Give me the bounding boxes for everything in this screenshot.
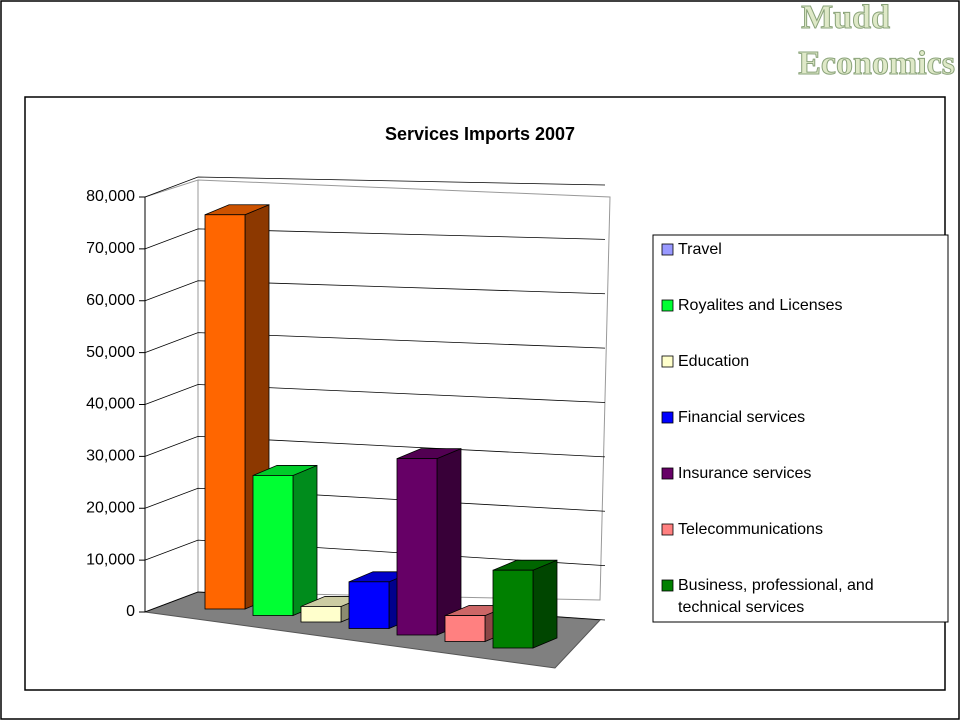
legend-label: Financial services xyxy=(678,409,805,426)
legend-swatch xyxy=(661,579,674,592)
bar xyxy=(348,581,390,629)
bar xyxy=(204,214,246,610)
bar xyxy=(396,458,438,636)
bar xyxy=(252,475,294,616)
legend-swatch xyxy=(661,243,674,256)
grid-line xyxy=(144,539,606,567)
legend-swatch xyxy=(661,467,674,480)
y-tick-label: 0 xyxy=(126,603,135,620)
legend-swatch xyxy=(661,299,674,312)
legend-label: Insurance services xyxy=(678,465,811,482)
brand-line2: Economics xyxy=(798,45,955,82)
legend-label: Travel xyxy=(678,241,722,258)
grid-line xyxy=(144,228,606,250)
bar-side xyxy=(436,448,462,636)
bar xyxy=(300,606,342,623)
legend-label: Business, professional, and technical ser… xyxy=(678,577,874,616)
bar xyxy=(444,615,486,642)
y-tick-label: 30,000 xyxy=(86,448,135,465)
legend xyxy=(652,234,949,623)
side-wall xyxy=(144,179,199,613)
legend-label: Telecommunications xyxy=(678,521,823,538)
legend-label: Royalites and Licenses xyxy=(678,297,843,314)
y-tick-label: 60,000 xyxy=(86,292,135,309)
grid-line xyxy=(144,487,606,512)
y-tick-label: 70,000 xyxy=(86,240,135,257)
legend-label: Education xyxy=(678,353,749,370)
bar-side xyxy=(292,464,318,617)
y-tick-label: 40,000 xyxy=(86,396,135,413)
grid-line xyxy=(144,332,606,353)
legend-swatch xyxy=(661,411,674,424)
grid-line xyxy=(144,176,606,198)
bar xyxy=(492,569,534,649)
y-tick-label: 50,000 xyxy=(86,344,135,361)
chart-title: Services Imports 2007 xyxy=(385,124,575,144)
y-tick-label: 20,000 xyxy=(86,499,135,516)
brand-line1: Mudd xyxy=(801,0,890,36)
grid-line xyxy=(144,384,606,405)
y-tick-label: 10,000 xyxy=(86,551,135,568)
y-tick-label: 80,000 xyxy=(86,188,135,205)
grid-line xyxy=(144,280,606,302)
legend-swatch xyxy=(661,355,674,368)
bar-side xyxy=(532,559,558,649)
grid-line xyxy=(144,435,606,458)
legend-swatch xyxy=(661,523,674,536)
